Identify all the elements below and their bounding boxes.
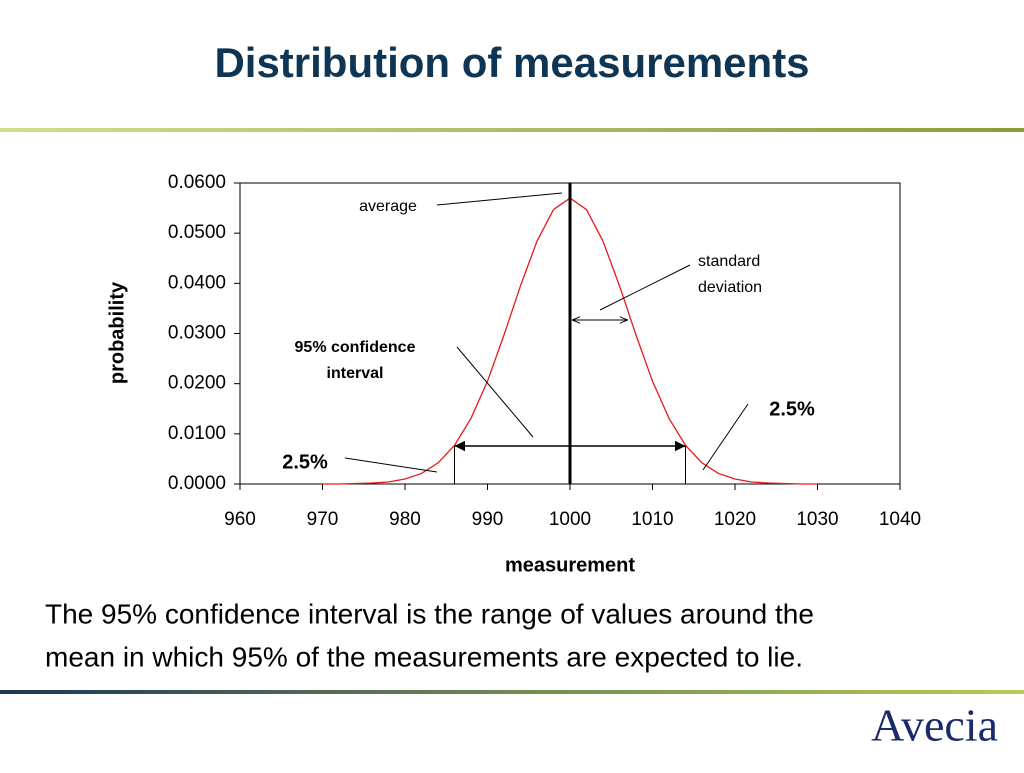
caption-line: mean in which 95% of the measurements ar… [45,641,803,672]
y-tick-label: 0.0600 [168,172,226,193]
annotation: 2.5% [769,398,815,420]
annotation-leader [456,346,534,438]
y-tick-label: 0.0100 [168,423,226,444]
caption-line: The 95% confidence interval is the range… [45,598,814,629]
y-tick-label: 0.0200 [168,373,226,394]
top-rule [0,128,1024,132]
y-tick-label: 0.0300 [168,323,226,344]
x-axis-title: measurement [505,554,635,576]
x-tick-label: 960 [224,509,256,530]
logo: Avecia [871,700,998,751]
x-tick-label: 980 [389,509,421,530]
annotation: 95% confidence [295,339,416,356]
chart: 0.0000 0.0100 0.0200 0.0300 0.0400 0.0500 0.06… [106,172,921,576]
x-tick-label: 1000 [549,509,591,530]
bottom-rule [0,690,1024,694]
annotation: interval [327,365,384,382]
y-tick-label: 0.0400 [168,272,226,293]
x-tick-label: 1010 [631,509,673,530]
annotation-leader [436,192,563,206]
annotation-leader [599,264,691,311]
annotation: average [359,198,417,215]
annotation: 2.5% [282,451,328,473]
x-tick-label: 1030 [796,509,838,530]
x-tick-label: 970 [307,509,339,530]
annotation-leader [344,457,438,473]
y-tick-label: 0.0000 [168,473,226,494]
y-tick-label: 0.0500 [168,222,226,243]
x-tick-label: 990 [472,509,504,530]
annotation: deviation [698,279,762,296]
slide-title: Distribution of measurements [214,39,809,86]
annotation-leader [702,403,749,471]
annotation: standard [698,253,760,270]
x-tick-label: 1040 [879,509,921,530]
y-axis-title: probability [106,281,128,384]
x-tick-label: 1020 [714,509,756,530]
